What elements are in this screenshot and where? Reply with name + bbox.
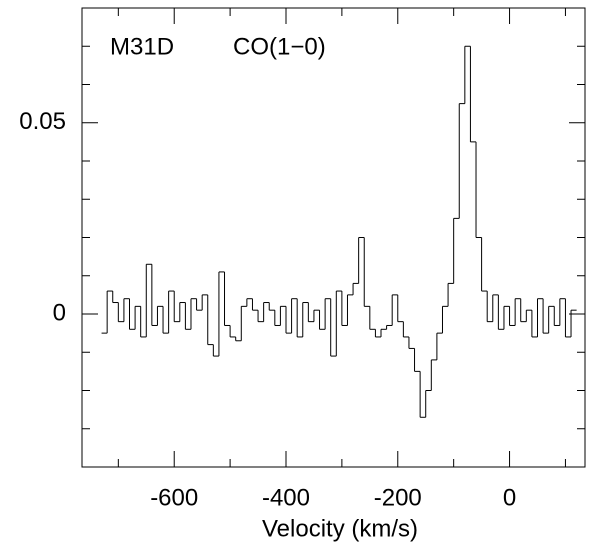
line-label: CO(1−0) [233,33,326,60]
plot-frame [81,7,586,468]
source-label: M31D [110,33,174,60]
y-tick-label: 0.05 [19,108,66,135]
x-tick-label: -600 [150,484,198,511]
x-tick-label: 0 [503,484,516,511]
x-tick-label: -200 [374,484,422,511]
x-tick-label: -400 [262,484,310,511]
y-tick-label: 0 [53,299,66,326]
x-axis-label: Velocity (km/s) [262,515,418,542]
